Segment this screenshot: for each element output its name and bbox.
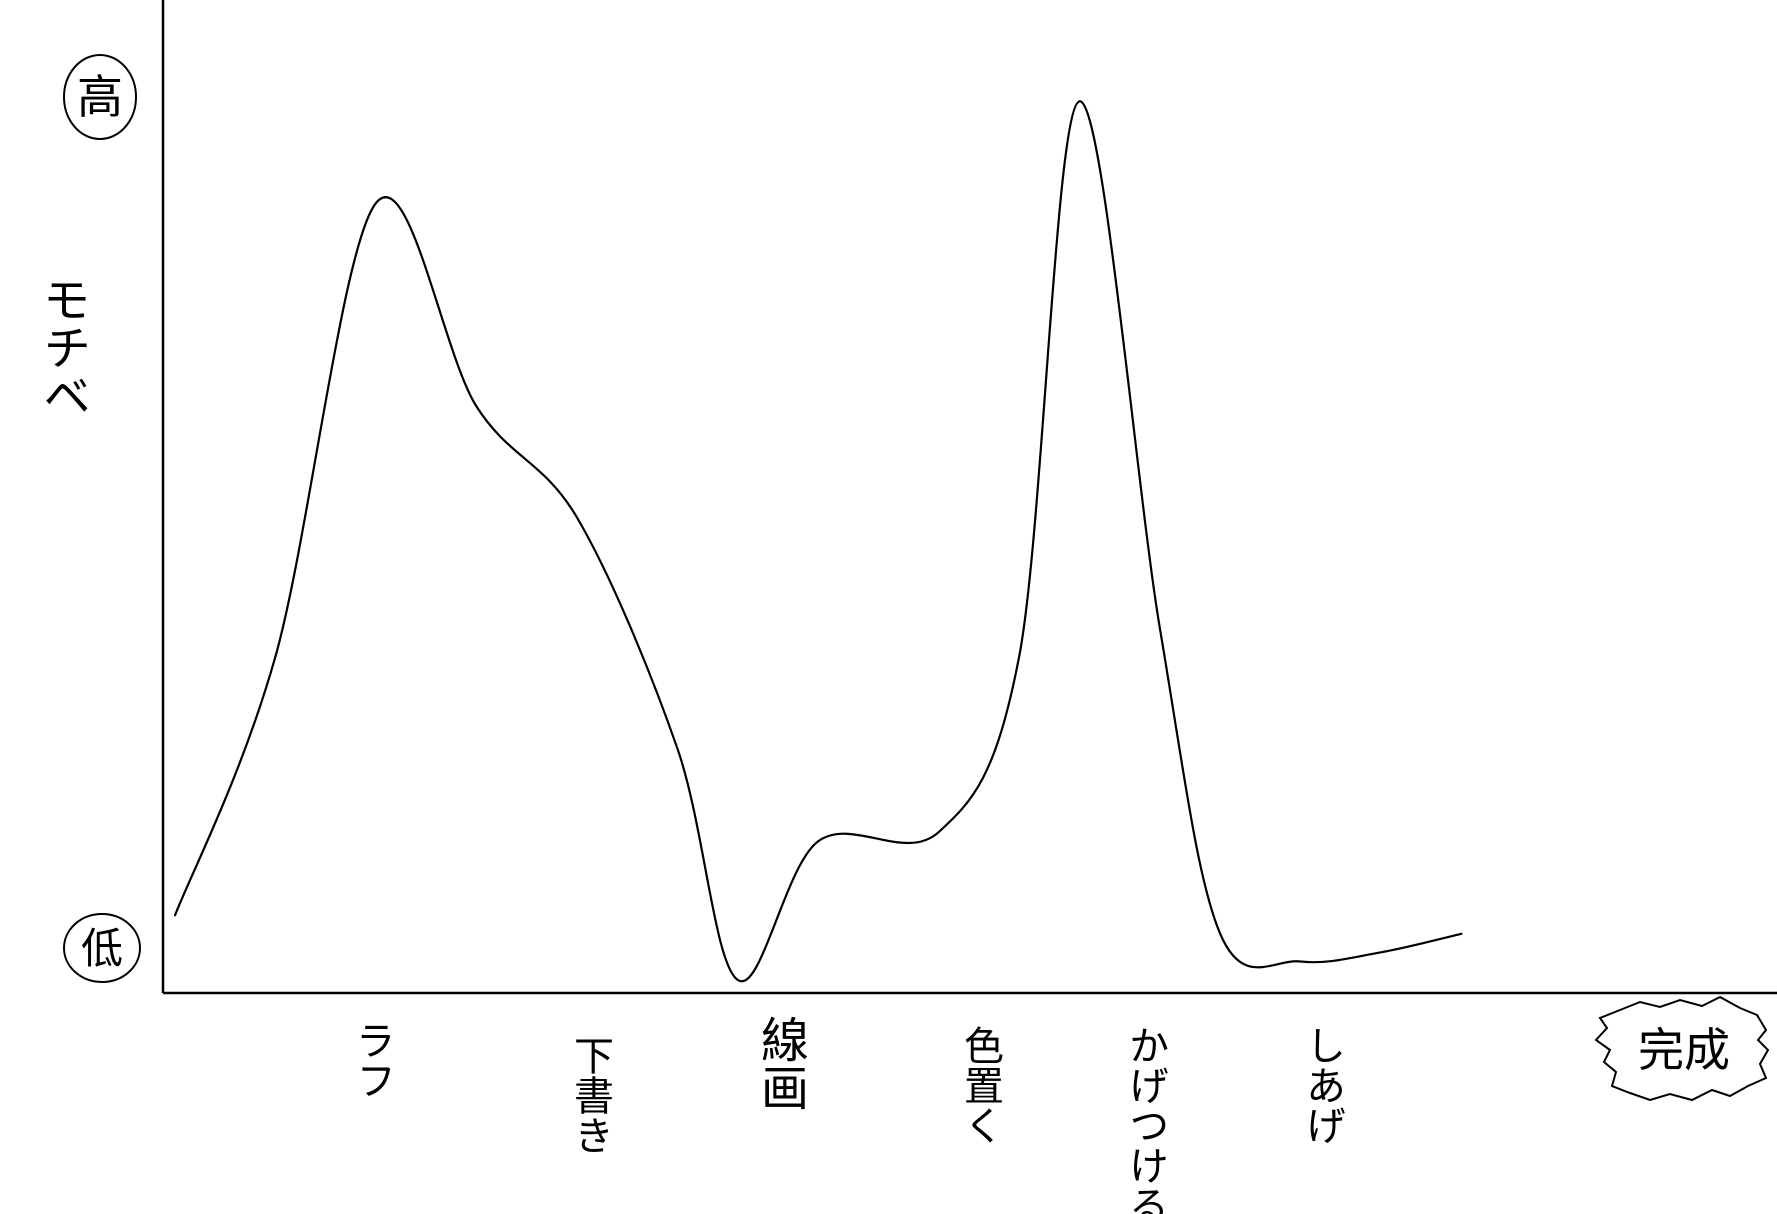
y-low-text: 低 [81,924,123,973]
x-stage-label: 色置く [957,1025,1003,1145]
y-high-circle [63,54,137,140]
y-low-label: 低 [63,913,141,983]
y-high-label: 高 [63,54,137,140]
x-stage-label: かげつける [1122,1025,1168,1214]
x-stage-label: 線画 [752,1015,808,1111]
x-stage-labels: ラフ 下書き 線画 色置く かげつける しあげ [349,1015,1345,1214]
x-stage-label: しあげ [1299,1025,1345,1145]
x-stage-label: 下書き [567,1035,613,1155]
motivation-line [173,100,1463,983]
end-burst [1594,995,1770,1102]
y-high-text: 高 [77,70,123,124]
y-low-circle [63,913,141,983]
end-label: 完成 [1594,995,1770,1102]
x-stage-label: ラフ [349,1020,395,1100]
end-text: 完成 [1638,1023,1730,1077]
y-axis-title: モチベ [34,275,90,419]
